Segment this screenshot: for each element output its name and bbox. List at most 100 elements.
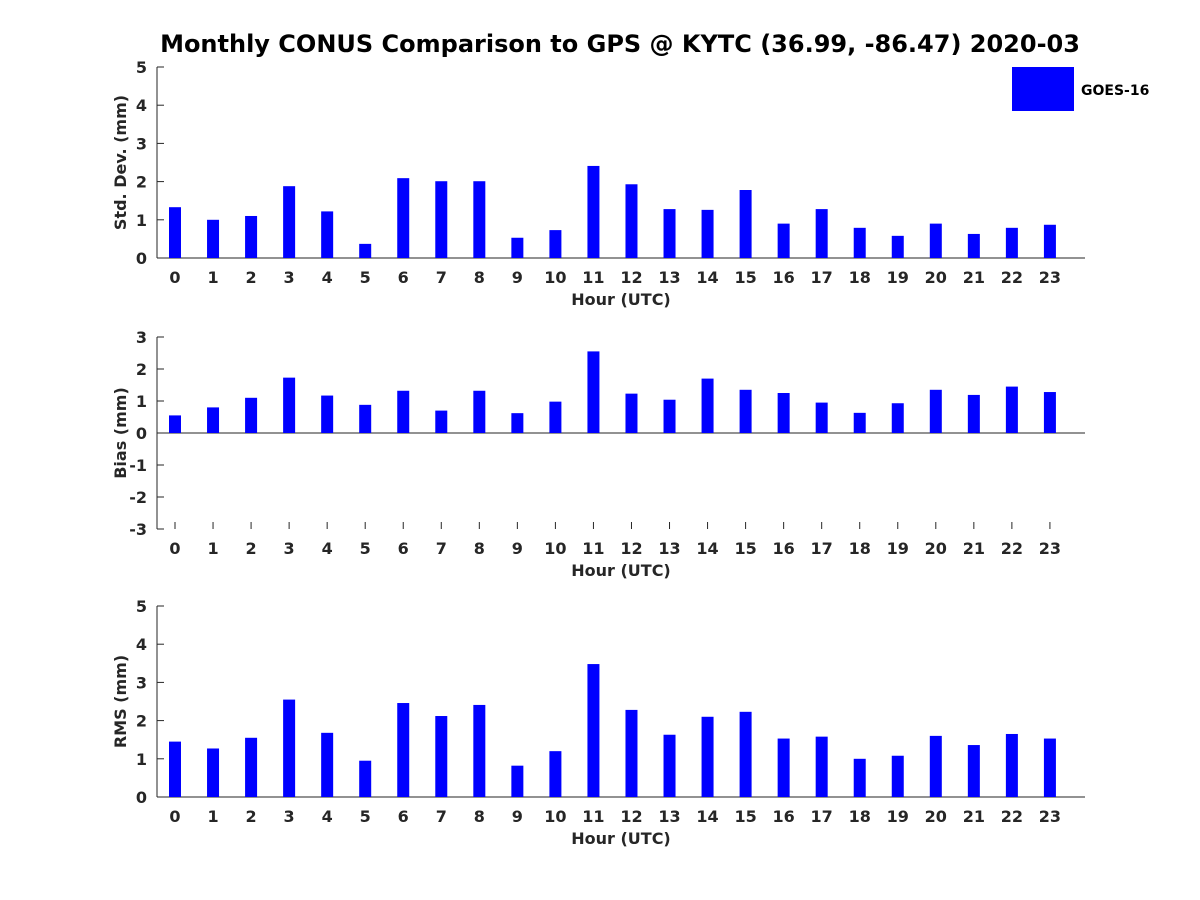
x-tick-label: 0 [169,539,180,558]
x-tick-label: 10 [544,268,566,287]
y-tick-label: 0 [136,249,147,268]
x-tick-label: 1 [207,807,218,826]
y-tick-label: 0 [136,788,147,807]
x-tick-label: 7 [436,807,447,826]
bar [283,699,296,797]
x-tick-label: 21 [963,268,985,287]
bar [245,397,258,433]
legend: GOES-16 [1012,67,1149,111]
bar [245,215,258,258]
y-tick-label: -3 [129,520,147,539]
x-tick-label: 8 [474,539,485,558]
y-tick-label: 3 [136,673,147,692]
x-tick-label: 4 [322,268,333,287]
bar [511,237,524,258]
bar [663,734,676,797]
x-axis-label: Hour (UTC) [571,561,671,580]
x-tick-label: 22 [1001,539,1023,558]
y-tick-label: 1 [136,750,147,769]
x-tick-label: 5 [360,268,371,287]
bar [1005,227,1018,258]
x-tick-label: 3 [284,807,295,826]
x-tick-label: 23 [1039,268,1061,287]
x-tick-label: 6 [398,807,409,826]
bar [625,184,638,258]
x-tick-label: 15 [734,807,756,826]
bar [321,211,334,258]
x-tick-label: 17 [811,539,833,558]
y-axis-label: Std. Dev. (mm) [111,95,130,230]
x-tick-label: 13 [658,539,680,558]
bar [1005,386,1018,433]
x-tick-label: 21 [963,539,985,558]
bar [891,235,904,258]
x-tick-label: 14 [696,539,718,558]
bar [1043,738,1056,797]
bar [549,401,562,433]
y-axis-label: Bias (mm) [111,387,130,479]
bar [815,402,828,433]
x-tick-label: 8 [474,268,485,287]
x-tick-label: 16 [773,539,795,558]
bar [777,393,790,433]
bar [929,389,942,433]
y-tick-label: 4 [136,96,147,115]
bar [549,230,562,258]
x-tick-label: 8 [474,807,485,826]
bar [739,389,752,433]
bar [1005,733,1018,797]
bar [701,716,714,797]
y-tick-label: -2 [129,488,147,507]
x-tick-label: 1 [207,268,218,287]
bar [169,207,181,258]
bar [929,223,942,258]
y-tick-label: 3 [136,328,147,347]
x-tick-label: 7 [436,539,447,558]
x-tick-label: 9 [512,539,523,558]
y-tick-label: 0 [136,424,147,443]
x-tick-label: 13 [658,807,680,826]
bar [435,181,448,258]
y-tick-label: 2 [136,712,147,731]
x-tick-label: 20 [925,807,947,826]
x-tick-label: 14 [696,807,718,826]
y-axis-label: RMS (mm) [111,655,130,748]
bar [1043,224,1056,258]
bar [967,233,980,258]
y-tick-label: 5 [136,597,147,616]
bar [853,412,866,433]
x-tick-label: 15 [734,539,756,558]
bar [169,741,181,797]
x-tick-label: 16 [773,268,795,287]
bar [473,704,486,797]
x-tick-label: 11 [582,807,604,826]
x-tick-label: 10 [544,807,566,826]
x-tick-label: 18 [849,539,871,558]
x-tick-label: 10 [544,539,566,558]
x-axis-label: Hour (UTC) [571,829,671,848]
y-tick-label: 2 [136,173,147,192]
bar [815,209,828,258]
x-tick-label: 16 [773,807,795,826]
x-tick-label: 2 [246,807,257,826]
x-tick-label: 4 [322,807,333,826]
x-tick-label: 23 [1039,539,1061,558]
x-tick-label: 3 [284,539,295,558]
x-tick-label: 22 [1001,268,1023,287]
bar [739,711,752,797]
x-tick-label: 17 [811,268,833,287]
x-tick-label: 12 [620,807,642,826]
x-tick-label: 2 [246,539,257,558]
x-tick-label: 15 [734,268,756,287]
x-tick-label: 20 [925,268,947,287]
bar [587,351,600,433]
legend-label: GOES-16 [1081,83,1149,99]
x-tick-label: 11 [582,539,604,558]
x-tick-label: 5 [360,539,371,558]
x-tick-label: 23 [1039,807,1061,826]
bar [473,390,486,433]
x-tick-label: 9 [512,807,523,826]
